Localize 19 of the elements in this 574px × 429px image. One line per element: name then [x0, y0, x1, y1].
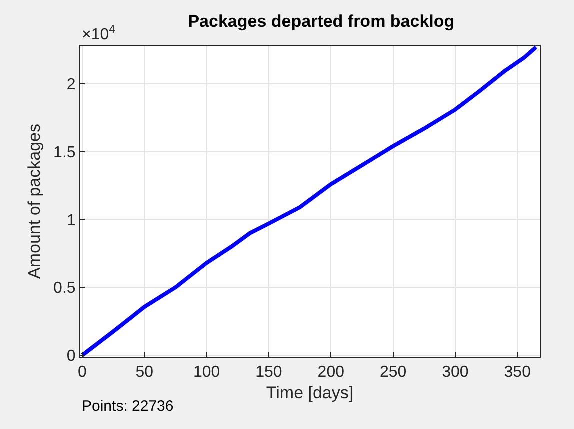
y-tick-label: 0.5	[54, 280, 76, 298]
text: Points: 22736	[82, 398, 174, 415]
y-axis-title: Amount of packages	[25, 124, 44, 279]
y-tick-label: 2	[66, 76, 76, 94]
x-tick-label: 150	[256, 364, 282, 382]
x-tick-label: 300	[442, 364, 469, 382]
x-tick-label: 200	[318, 364, 345, 382]
y-tick-label: 1	[66, 212, 76, 230]
text: ×10$^{4}$	[82, 24, 116, 44]
x-tick-label: 250	[380, 364, 407, 382]
x-tick-label: 100	[193, 364, 220, 382]
x-tick-label: 0	[78, 364, 88, 382]
x-tick-label: 50	[136, 364, 154, 382]
x-axis-title: Time [days]	[266, 384, 354, 403]
chart-title: Packages departed from backlog	[188, 12, 455, 31]
y-tick-label: 0	[66, 348, 76, 365]
line-series	[80, 46, 538, 357]
y-tick-label: 1.5	[54, 144, 76, 162]
x-tick-label: 350	[504, 364, 532, 382]
